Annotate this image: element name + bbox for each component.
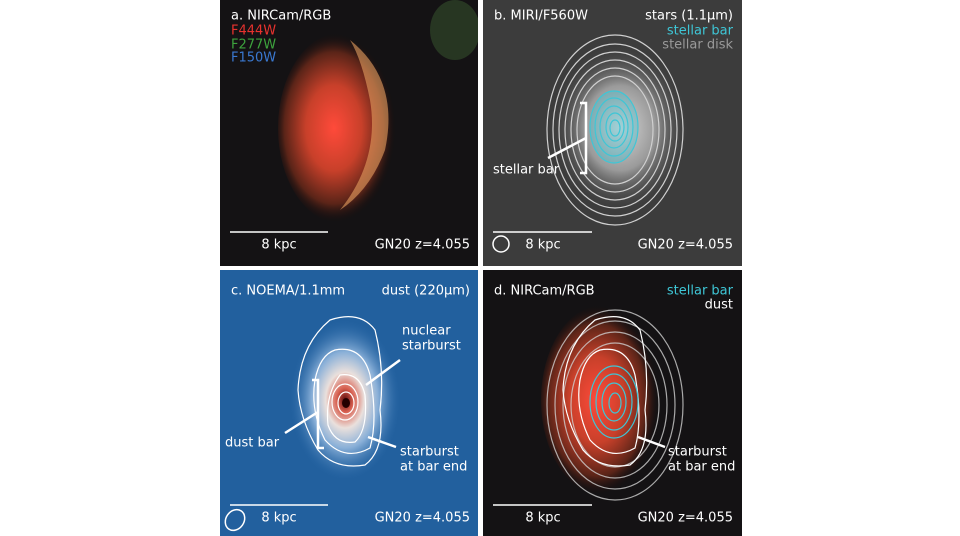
scale-bar-label: 8 kpc [525,238,560,253]
annotation-arrows [284,358,401,450]
core [342,398,350,408]
legend-entry: stellar disk [662,38,733,53]
source-label: GN20 z=4.055 [638,238,733,253]
panel-a: a. NIRCam/RGB F444W F277W F150W 8 kpc GN… [220,0,478,266]
annotation: starburst [400,445,459,460]
annotation: at bar end [400,460,467,475]
neighbor-source [430,0,478,60]
bar-contours [589,365,639,439]
annotation: stellar bar [493,163,560,178]
disk-contours [546,34,684,226]
panel-subtitle: dust (220μm) [382,284,470,299]
source-label: GN20 z=4.055 [375,511,470,526]
legend-entry: F150W [231,51,276,66]
annotation: dust bar [225,436,280,451]
scale-bar-label: 8 kpc [261,238,296,253]
galaxy-arc [340,40,389,210]
bar-bracket [547,101,588,175]
panel-title: c. NOEMA/1.1mm [231,284,345,299]
dust-contours [562,316,648,467]
panel-d: d. NIRCam/RGB stellar bar dust starburst… [483,270,742,536]
legend-entry: stellar bar [667,284,734,299]
annotation: starburst [402,339,461,354]
scale-bar-label: 8 kpc [525,511,560,526]
panel-title: b. MIRI/F560W [494,9,588,24]
legend-entry: F277W [231,38,276,53]
panel-c: c. NOEMA/1.1mm dust (220μm) nuclear star… [220,270,478,536]
dust-contours [297,316,383,467]
source-label: GN20 z=4.055 [638,511,733,526]
annotation-arrow [637,435,666,449]
panel-subtitle: stars (1.1μm) [645,9,733,24]
source-label: GN20 z=4.055 [375,238,470,253]
annotation: at bar end [668,460,735,475]
beam [224,508,246,532]
panel-title: a. NIRCam/RGB [231,9,331,24]
bar-contours [589,90,639,164]
scale-bar-label: 8 kpc [261,511,296,526]
beam [492,235,510,253]
legend-entry: F444W [231,24,276,39]
panel-b: b. MIRI/F560W stars (1.1μm) stellar bar … [483,0,742,266]
annotation: nuclear [402,324,451,339]
legend-entry: dust [705,298,733,313]
panel-title: d. NIRCam/RGB [494,284,595,299]
annotation: starburst [668,445,727,460]
legend-entry: stellar bar [667,24,734,39]
disk-contours [546,309,684,501]
